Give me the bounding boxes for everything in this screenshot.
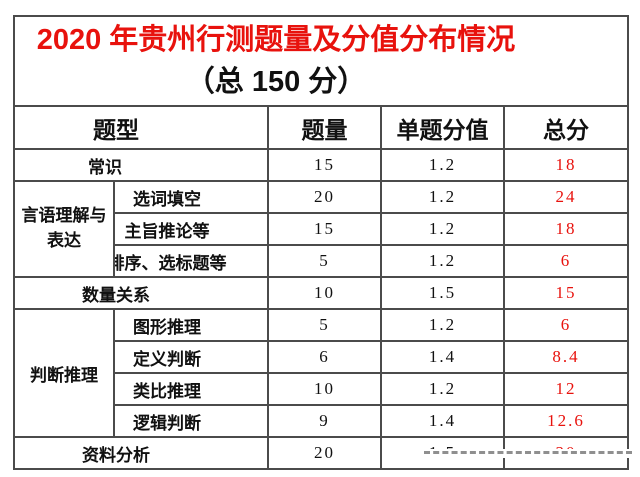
cell-xuanci-qty: 20 [267,180,382,214]
table-title: 2020 年贵州行测题量及分值分布情况 [36,24,516,56]
cell-group-panduan-label: 判断推理 [13,308,115,438]
cell-ziliao-label: 资料分析 [13,436,269,470]
cell-paixu-per: 1.2 [380,244,505,278]
cell-tuxing-label: 图形推理 [113,308,269,342]
cell-luoji-per: 1.4 [380,404,505,438]
column-header-total-score: 总分 [502,105,630,150]
table-row-changshi: 常识 15 1.2 18 [13,148,630,182]
cell-paixu-total: 6 [502,244,630,278]
cell-changshi-qty: 15 [267,148,382,182]
cell-changshi-per: 1.2 [380,148,505,182]
cell-leibi-total: 12 [502,372,630,406]
cell-luoji-total: 12.6 [502,404,630,438]
table-subtitle-total-points: （总 150 分） [185,66,367,98]
cell-paixu-label: 排序、选标题等 [113,244,269,278]
table-title-row: 2020 年贵州行测题量及分值分布情况 （总 150 分） [12,15,630,107]
column-header-type: 题型 [13,105,269,150]
cell-shuliang-per: 1.5 [380,276,505,310]
table-row-leibi: 类比推理 10 1.2 12 [14,372,630,406]
cell-group-yanyu-label: 言语理解与表达 [13,180,115,278]
erased-watermark-artifact [424,449,632,458]
cell-zhuzhi-label: 主旨推论等 [113,212,269,246]
table-row-paixu: 排序、选标题等 5 1.2 6 [14,244,630,278]
cell-dingyi-per: 1.4 [380,340,505,374]
cell-ziliao-qty: 20 [267,436,382,470]
cell-shuliang-qty: 10 [267,276,382,310]
table-row-xuanci: 言语理解与表达 选词填空 20 1.2 24 [13,180,630,278]
cell-tuxing-qty: 5 [267,308,382,342]
cell-luoji-label: 逻辑判断 [113,404,269,438]
table-row-luoji: 逻辑判断 9 1.4 12.6 [14,404,630,438]
table-row-dingyi: 定义判断 6 1.4 8.4 [14,340,630,374]
column-header-per-question-score: 单题分值 [380,105,505,150]
cell-shuliang-total: 15 [502,276,630,310]
table-header-row: 题型 题量 单题分值 总分 [13,105,630,150]
cell-shuliang-label: 数量关系 [13,276,269,310]
cell-dingyi-label: 定义判断 [113,340,269,374]
cell-zhuzhi-total: 18 [502,212,630,246]
cell-changshi-total: 18 [502,148,630,182]
table-row-shuliang: 数量关系 10 1.5 15 [13,276,630,310]
cell-zhuzhi-qty: 15 [267,212,382,246]
cell-dingyi-total: 8.4 [502,340,630,374]
cell-changshi-label: 常识 [13,148,269,182]
column-header-quantity: 题量 [267,105,382,150]
table-row-tuxing: 判断推理 图形推理 5 1.2 6 [13,308,630,438]
cell-xuanci-per: 1.2 [380,180,505,214]
table-title-cell: 2020 年贵州行测题量及分值分布情况 （总 150 分） [12,15,630,107]
cell-xuanci-label: 选词填空 [113,180,269,214]
score-distribution-table: 2020 年贵州行测题量及分值分布情况 （总 150 分） 题型 题量 单题分值… [12,15,630,470]
cell-dingyi-qty: 6 [267,340,382,374]
cell-xuanci-total: 24 [502,180,630,214]
cell-leibi-per: 1.2 [380,372,505,406]
cell-tuxing-total: 6 [502,308,630,342]
table-row-zhuzhi: 主旨推论等 15 1.2 18 [14,212,630,246]
cell-paixu-qty: 5 [267,244,382,278]
cell-tuxing-per: 1.2 [380,308,505,342]
cell-zhuzhi-per: 1.2 [380,212,505,246]
cell-leibi-label: 类比推理 [113,372,269,406]
cell-luoji-qty: 9 [267,404,382,438]
cell-leibi-qty: 10 [267,372,382,406]
